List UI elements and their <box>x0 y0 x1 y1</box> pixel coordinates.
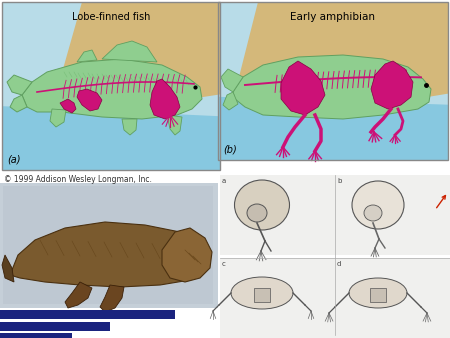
Bar <box>220 258 450 338</box>
Polygon shape <box>62 2 220 111</box>
Bar <box>2 2 220 170</box>
Polygon shape <box>2 255 14 282</box>
Bar <box>218 2 448 160</box>
Ellipse shape <box>364 205 382 221</box>
Text: b: b <box>337 178 342 184</box>
Polygon shape <box>10 222 210 287</box>
Polygon shape <box>77 50 97 62</box>
Text: d: d <box>337 261 342 267</box>
Ellipse shape <box>231 277 293 309</box>
Text: a: a <box>222 178 226 184</box>
Bar <box>0 310 175 319</box>
Bar <box>370 288 386 302</box>
Bar <box>0 322 110 331</box>
Polygon shape <box>102 41 157 62</box>
Bar <box>0 170 450 338</box>
Polygon shape <box>167 115 182 135</box>
Polygon shape <box>10 95 27 112</box>
Polygon shape <box>371 61 413 109</box>
Polygon shape <box>223 92 238 110</box>
Ellipse shape <box>349 278 407 308</box>
Bar <box>218 2 448 160</box>
Bar <box>3 186 213 304</box>
Bar <box>220 175 450 255</box>
Ellipse shape <box>234 180 289 230</box>
Polygon shape <box>218 97 448 160</box>
Ellipse shape <box>247 204 267 222</box>
Text: Early amphibian: Early amphibian <box>291 12 375 22</box>
Polygon shape <box>7 75 32 95</box>
Polygon shape <box>150 79 180 119</box>
Polygon shape <box>122 119 137 135</box>
Bar <box>254 288 270 302</box>
Polygon shape <box>238 2 448 113</box>
Bar <box>0 183 218 308</box>
Text: (b): (b) <box>223 145 237 155</box>
Polygon shape <box>100 285 124 312</box>
Polygon shape <box>233 55 431 119</box>
Polygon shape <box>2 106 220 170</box>
Text: (a): (a) <box>7 155 21 165</box>
Polygon shape <box>162 228 212 282</box>
Polygon shape <box>65 282 92 308</box>
Bar <box>2 2 220 170</box>
Polygon shape <box>281 61 325 115</box>
Ellipse shape <box>352 181 404 229</box>
Text: c: c <box>222 261 226 267</box>
Bar <box>0 333 72 338</box>
Text: Lobe-finned fish: Lobe-finned fish <box>72 12 150 22</box>
Polygon shape <box>22 59 202 119</box>
Polygon shape <box>221 69 243 92</box>
Polygon shape <box>77 89 102 111</box>
Polygon shape <box>50 109 66 127</box>
Text: © 1999 Addison Wesley Longman, Inc.: © 1999 Addison Wesley Longman, Inc. <box>4 175 152 184</box>
Polygon shape <box>60 99 76 113</box>
